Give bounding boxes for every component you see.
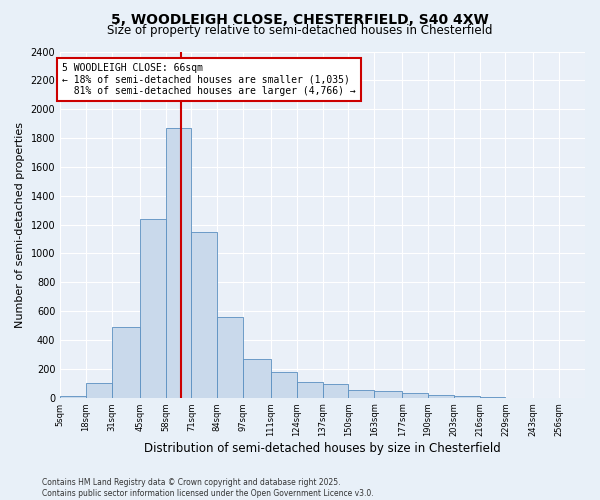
Text: Contains HM Land Registry data © Crown copyright and database right 2025.
Contai: Contains HM Land Registry data © Crown c…: [42, 478, 374, 498]
X-axis label: Distribution of semi-detached houses by size in Chesterfield: Distribution of semi-detached houses by …: [144, 442, 501, 455]
Bar: [374, 391, 402, 398]
Bar: [297, 382, 323, 398]
Bar: [60, 396, 86, 398]
Text: 5 WOODLEIGH CLOSE: 66sqm
← 18% of semi-detached houses are smaller (1,035)
  81%: 5 WOODLEIGH CLOSE: 66sqm ← 18% of semi-d…: [62, 63, 356, 96]
Bar: [243, 359, 271, 398]
Bar: [191, 232, 217, 398]
Bar: [454, 396, 479, 398]
Bar: [140, 219, 166, 398]
Text: 5, WOODLEIGH CLOSE, CHESTERFIELD, S40 4XW: 5, WOODLEIGH CLOSE, CHESTERFIELD, S40 4X…: [111, 12, 489, 26]
Y-axis label: Number of semi-detached properties: Number of semi-detached properties: [15, 122, 25, 328]
Text: Size of property relative to semi-detached houses in Chesterfield: Size of property relative to semi-detach…: [107, 24, 493, 37]
Bar: [402, 394, 428, 398]
Bar: [323, 384, 349, 398]
Bar: [349, 390, 374, 398]
Bar: [112, 327, 140, 398]
Bar: [166, 128, 191, 398]
Bar: [479, 397, 505, 398]
Bar: [428, 395, 454, 398]
Bar: [271, 372, 297, 398]
Bar: [217, 317, 243, 398]
Bar: [86, 384, 112, 398]
